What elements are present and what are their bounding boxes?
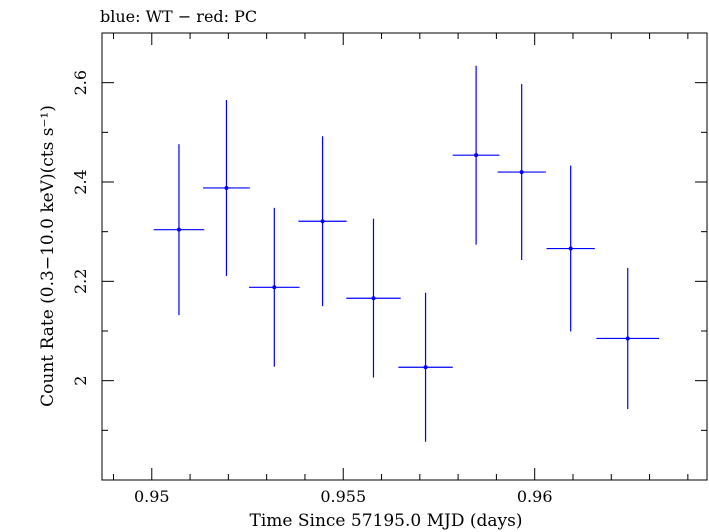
y-tick-label: 2: [71, 376, 90, 386]
x-axis-label: Time Since 57195.0 MJD (days): [250, 511, 523, 531]
x-tick-label: 0.96: [517, 487, 553, 506]
data-point: [596, 267, 660, 409]
point-marker: [519, 170, 524, 175]
point-marker: [568, 246, 573, 251]
plot-frame: [101, 32, 708, 481]
x-tick-label: 0.955: [320, 487, 366, 506]
point-marker: [224, 185, 229, 190]
y-tick-label: 2.2: [71, 269, 90, 294]
data-point: [497, 84, 546, 260]
chart-title: blue: WT − red: PC: [100, 7, 257, 26]
data-point: [153, 144, 205, 316]
point-marker: [625, 336, 630, 341]
data-points: [153, 65, 660, 442]
y-tick-label: 2.6: [71, 70, 90, 95]
data-point: [249, 207, 300, 367]
axis-ticks: [102, 32, 707, 481]
point-marker: [272, 285, 277, 290]
point-marker: [176, 227, 181, 232]
point-marker: [474, 153, 479, 158]
point-marker: [423, 365, 428, 370]
data-point: [346, 218, 401, 378]
data-point: [203, 100, 250, 276]
data-point: [298, 136, 347, 307]
point-marker: [320, 219, 325, 224]
x-tick-label: 0.95: [134, 487, 170, 506]
data-point: [398, 292, 453, 442]
point-marker: [371, 296, 376, 301]
tick-labels: 0.95 0.955 0.96 2 2.2 2.4 2.6: [71, 70, 553, 506]
data-point: [452, 65, 500, 245]
y-axis-label: Count Rate (0.3−10.0 keV)(cts s⁻¹): [38, 105, 58, 407]
data-point: [546, 165, 595, 332]
y-tick-label: 2.4: [71, 169, 90, 194]
